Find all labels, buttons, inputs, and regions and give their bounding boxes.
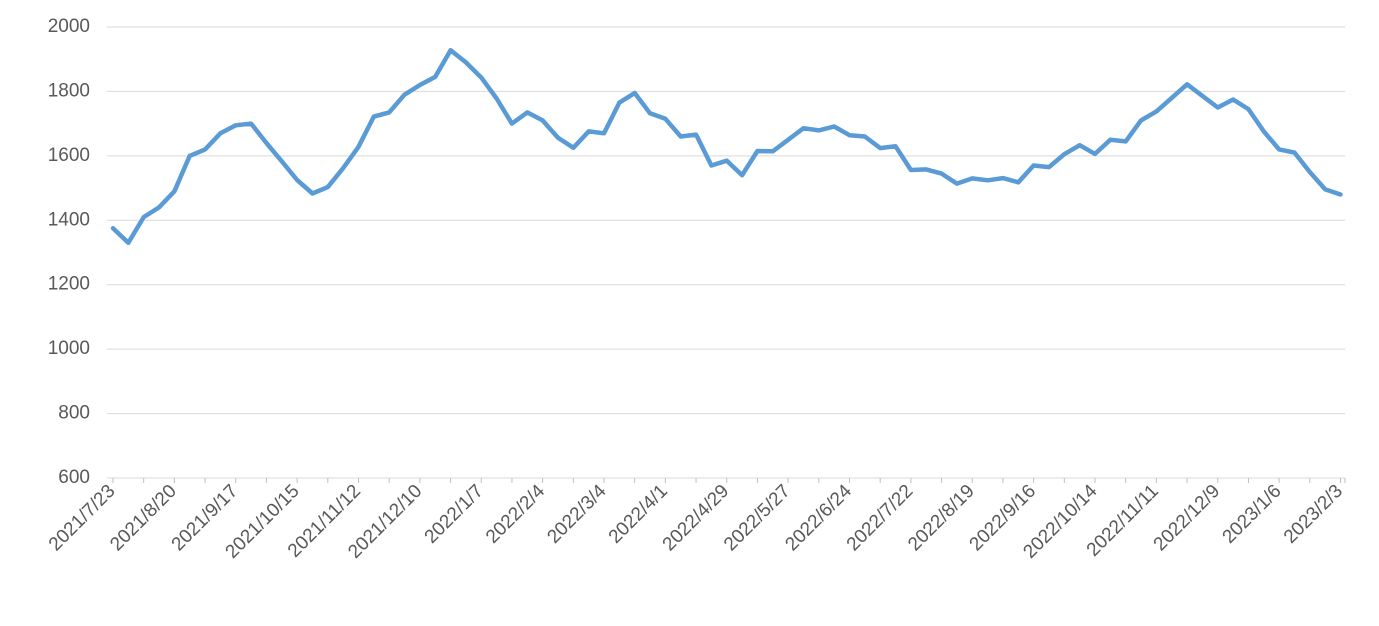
x-axis-label: 2021/8/20 xyxy=(106,481,181,556)
x-axis-label: 2022/4/29 xyxy=(659,481,734,556)
x-axis-label: 2022/3/4 xyxy=(543,480,610,547)
x-axis-label: 2022/5/27 xyxy=(720,481,795,556)
x-axis-label: 2022/7/22 xyxy=(843,481,918,556)
y-axis-label: 800 xyxy=(58,403,90,424)
x-axis-label: 2022/2/4 xyxy=(482,480,549,547)
y-axis-label: 1000 xyxy=(48,338,90,359)
x-axis-label: 2022/1/7 xyxy=(421,481,488,548)
y-axis-label: 1400 xyxy=(48,209,90,230)
x-axis-label: 2021/7/23 xyxy=(45,481,120,556)
series-line xyxy=(110,47,1343,246)
x-axis-label: 2023/2/3 xyxy=(1280,481,1347,548)
x-axis-label: 2023/1/6 xyxy=(1219,481,1286,548)
y-axis-label: 1800 xyxy=(48,80,90,101)
y-axis-label: 1200 xyxy=(48,274,90,295)
x-axis-label: 2022/12/9 xyxy=(1150,481,1225,556)
y-axis-label: 2000 xyxy=(48,16,90,37)
y-axis-label: 600 xyxy=(58,467,90,488)
y-axis-label: 1600 xyxy=(48,145,90,166)
x-axis-label: 2022/8/19 xyxy=(904,481,979,556)
